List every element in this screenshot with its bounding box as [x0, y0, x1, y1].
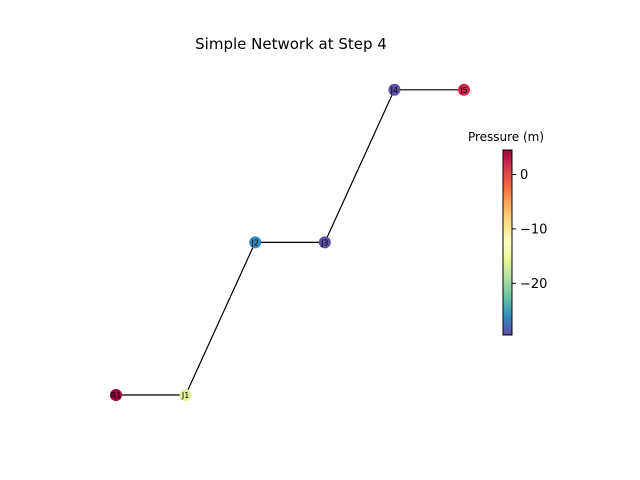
node-marker: [179, 389, 192, 401]
colorbar-tick-label: 0: [520, 168, 528, 183]
link-J1-J2: [185, 242, 256, 396]
colorbar-gradient: [502, 149, 513, 336]
colorbar-tick-label: −10: [520, 222, 547, 237]
node-label: J5: [459, 86, 467, 95]
node-label: R1: [111, 391, 122, 400]
node-marker: [388, 83, 401, 96]
colorbar-tick-label: −20: [520, 277, 547, 292]
colorbar-ticks: 0 −10 −20: [512, 168, 547, 292]
figure-title: Simple Network at Step 4: [195, 35, 387, 53]
colorbar-label: Pressure (m): [468, 130, 544, 144]
node-J3: J3: [318, 236, 331, 249]
node-marker: [249, 236, 262, 249]
colorbar: Pressure (m) 0 −10 −20: [468, 130, 547, 336]
link-J3-J4: [324, 89, 395, 243]
node-J2: J2: [249, 236, 262, 249]
node-label: J2: [250, 238, 258, 247]
node-marker: [458, 83, 470, 96]
node-marker: [110, 389, 122, 401]
node-J5: J5: [458, 83, 470, 96]
node-label: J3: [320, 238, 328, 247]
node-marker: [318, 236, 331, 249]
node-label: J1: [181, 391, 189, 400]
network-nodes: R1 J1 J2 J3 J4 J5: [110, 83, 470, 401]
node-J1: J1: [179, 389, 192, 401]
node-R1: R1: [110, 389, 122, 401]
node-label: J4: [390, 86, 398, 95]
network-links: [116, 89, 464, 396]
node-J4: J4: [388, 83, 401, 96]
